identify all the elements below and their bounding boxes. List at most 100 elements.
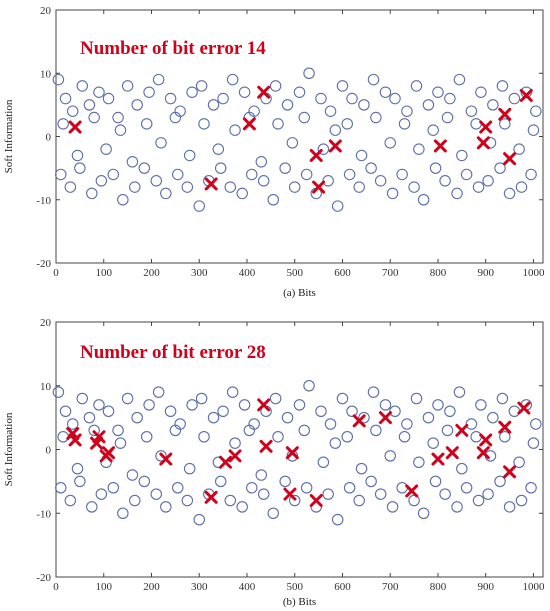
data-point-circle [496,80,509,92]
data-point-circle [281,411,294,424]
bit-error-marker [92,430,106,444]
data-point-circle [279,475,291,488]
x-tick-label: 700 [382,267,399,279]
y-tick-label: 0 [46,445,52,457]
data-point-circle [499,118,511,130]
bit-error-marker-stroke [445,446,459,460]
data-point-circle [370,111,382,124]
data-point-circle [439,488,451,500]
data-point-circle [267,194,279,206]
data-point-circle [353,494,365,507]
data-point-circle [257,488,270,500]
data-point-circle [503,501,516,513]
x-tick-label: 0 [53,267,59,279]
data-point-circle [114,124,127,136]
data-point-circle [193,200,205,212]
data-point-circle [300,168,313,181]
data-point-circle [74,475,86,488]
data-point-circle [102,405,115,417]
data-point-circle [355,462,368,475]
data-point-circle [422,411,435,424]
data-point-circle [86,187,98,200]
data-point-circle [183,462,196,475]
data-point-circle [410,80,423,92]
data-point-circle [384,450,396,462]
bit-error-marker-stroke [218,455,232,469]
bit-error-marker-stroke [328,139,342,153]
data-point-circle [298,424,311,437]
data-point-circle [88,111,100,124]
data-point-circle [214,475,227,488]
data-point-circle [358,411,370,424]
x-tick-label: 100 [95,581,112,593]
data-point-circle [508,92,521,105]
data-point-circle [286,137,299,149]
data-point-circle [207,411,220,424]
data-point-circle [386,187,399,200]
data-point-circle [374,175,387,187]
data-point-circle [317,143,330,155]
data-point-circle [272,430,284,443]
data-point-circle [293,399,306,411]
bit-error-marker [503,152,517,166]
x-tick-label: 800 [430,581,447,593]
data-point-circle [317,456,330,468]
data-point-circle [456,149,468,162]
data-point-circle [432,399,444,411]
data-point-circle [499,430,511,443]
bit-error-marker-stroke [503,465,517,479]
data-point-circle [169,111,182,124]
bit-error-marker-stroke [228,449,242,463]
data-point-circle [193,513,205,526]
bit-error-marker [283,487,297,501]
data-point-circle [95,488,108,500]
data-point-circle [195,80,208,92]
bit-error-marker [102,446,116,460]
bit-error-marker-stroke [92,430,106,444]
data-point-circle [451,501,463,513]
data-point-circle [322,488,334,500]
data-point-circle [515,494,528,507]
data-point-circle [346,405,358,417]
x-tick-label: 1000 [522,581,545,593]
data-point-circle [236,187,248,200]
bit-error-marker-stroke [503,152,517,166]
bit-error-marker-stroke [68,433,82,447]
bit-error-marker [218,455,232,469]
data-point-circle [530,418,542,430]
data-point-circle [288,181,301,193]
data-point-circle [59,405,72,417]
data-point-circle [55,168,67,181]
data-point-circle [379,399,392,411]
bit-error-marker [242,117,256,131]
data-point-circle [126,156,139,168]
data-point-circle [236,501,248,513]
data-point-circle [324,418,337,430]
data-point-circle [150,488,163,500]
data-point-circle [255,469,268,481]
data-point-circle [117,194,129,206]
data-point-circle [155,137,167,149]
bit-error-marker-stroke [285,446,299,460]
data-point-circle [152,386,165,398]
data-point-circle [224,181,237,193]
bit-error-marker [352,414,366,428]
data-point-circle [224,494,237,507]
data-point-circle [143,399,155,411]
data-point-circle [341,430,353,443]
data-point-circle [389,92,401,105]
data-point-circle [288,494,301,507]
data-point-circle [160,501,172,513]
chart-panel-a: 0 100 200 300 400 500 600 700 800 900 100020100-10… [3,5,545,299]
bit-error-marker [309,494,323,507]
data-point-circle [396,168,408,181]
bit-error-marker-stroke [476,446,490,460]
data-point-circle [513,143,525,155]
data-point-circle [117,507,129,519]
data-point-circle [358,99,370,111]
data-point-circle [71,462,84,475]
x-tick-label: 600 [334,581,351,593]
data-point-circle [346,92,358,105]
data-point-circle [370,424,382,437]
bit-error-marker-stroke [204,490,218,504]
